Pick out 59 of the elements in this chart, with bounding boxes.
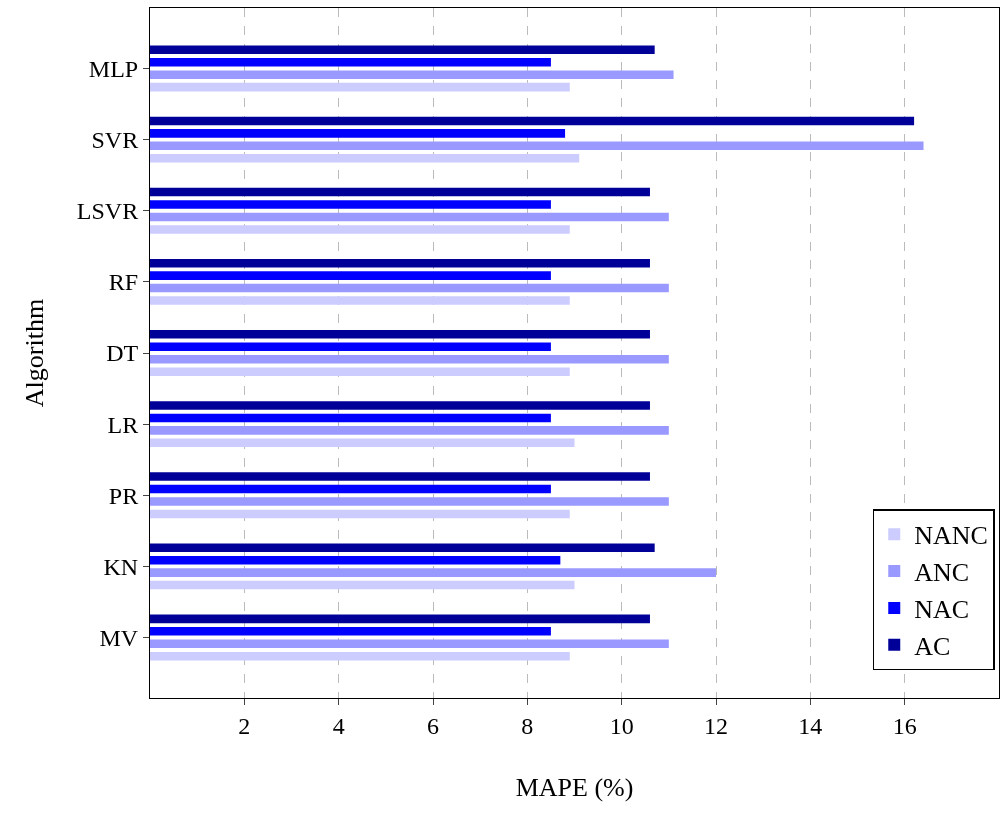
bar [150, 413, 551, 423]
bar [150, 258, 650, 268]
legend-label: AC [914, 631, 951, 661]
bar [150, 212, 669, 222]
bar [150, 509, 570, 519]
y-tick-label: LR [107, 411, 139, 438]
bar [150, 330, 650, 339]
y-tick-label: SVR [91, 127, 139, 153]
legend-label: ANC [914, 558, 970, 588]
bar [150, 271, 551, 280]
bar [150, 70, 674, 79]
bar [150, 543, 655, 552]
bar [150, 116, 915, 126]
y-axis-title: Algorithm [20, 298, 50, 408]
x-tick-label: 10 [609, 712, 634, 739]
bar [150, 497, 669, 506]
bar [150, 401, 650, 410]
bar [150, 296, 570, 305]
bar [150, 580, 575, 590]
y-tick-label: DT [106, 340, 139, 367]
legend-label: NAC [914, 595, 970, 625]
x-tick-label: 2 [238, 712, 251, 739]
y-tick-label: PR [108, 482, 139, 509]
y-tick-label: MLP [88, 55, 139, 82]
bar [150, 283, 669, 293]
y-tick-label: RF [108, 269, 139, 296]
bar [150, 154, 580, 163]
bar [150, 367, 570, 376]
x-tick-label: 4 [332, 712, 345, 739]
x-tick-label: 16 [892, 712, 917, 739]
x-tick-label: 8 [521, 712, 534, 739]
bar [150, 438, 575, 448]
y-tick-label: MV [99, 624, 139, 651]
bar [150, 651, 570, 661]
legend-label: NANC [914, 521, 988, 551]
bar [150, 627, 551, 636]
bar [150, 82, 570, 92]
x-axis-title: MAPE (%) [515, 773, 634, 803]
bar [150, 342, 551, 352]
bar [150, 187, 650, 197]
bar [150, 568, 716, 577]
y-tick-label: LSVR [76, 198, 139, 225]
bar [150, 57, 551, 67]
y-tick-label: KN [103, 553, 139, 580]
bar [150, 426, 669, 435]
x-tick-label: 12 [704, 712, 728, 739]
bar [150, 45, 655, 55]
bar [150, 555, 561, 565]
bar [150, 225, 570, 234]
x-tick-label: 14 [798, 712, 823, 739]
bar [150, 614, 650, 624]
x-tick-label: 6 [427, 712, 439, 739]
bar [150, 200, 551, 209]
bar [150, 484, 551, 494]
bar [150, 129, 566, 138]
bar [150, 639, 669, 649]
bar [150, 141, 924, 151]
bar [150, 472, 650, 481]
bar [150, 354, 669, 364]
